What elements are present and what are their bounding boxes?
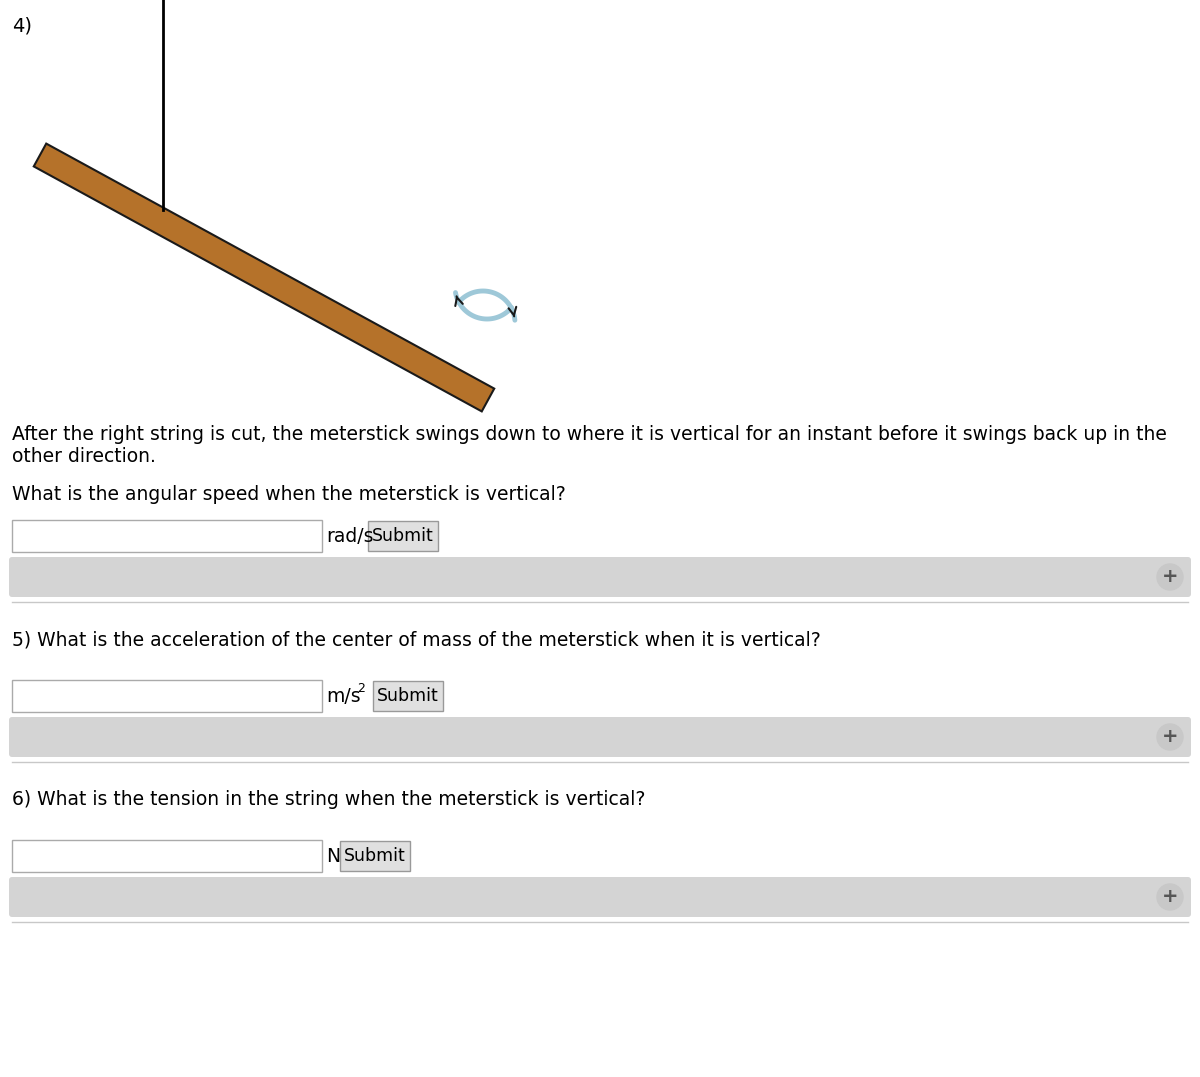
FancyBboxPatch shape xyxy=(10,877,1190,917)
Text: What is the angular speed when the meterstick is vertical?: What is the angular speed when the meter… xyxy=(12,485,565,504)
FancyBboxPatch shape xyxy=(10,717,1190,757)
Text: Submit: Submit xyxy=(377,687,439,705)
FancyBboxPatch shape xyxy=(340,841,410,871)
Text: 4): 4) xyxy=(12,16,32,34)
Circle shape xyxy=(1157,884,1183,910)
Text: 2: 2 xyxy=(358,683,365,696)
Text: m/s: m/s xyxy=(326,686,361,705)
Circle shape xyxy=(1157,564,1183,590)
Text: +: + xyxy=(1162,887,1178,907)
Text: 6) What is the tension in the string when the meterstick is vertical?: 6) What is the tension in the string whe… xyxy=(12,791,646,809)
Text: rad/s: rad/s xyxy=(326,527,373,545)
Circle shape xyxy=(1157,724,1183,750)
Text: Submit: Submit xyxy=(372,527,434,545)
FancyBboxPatch shape xyxy=(10,557,1190,597)
Text: other direction.: other direction. xyxy=(12,447,156,466)
Text: +: + xyxy=(1162,568,1178,587)
FancyBboxPatch shape xyxy=(12,840,322,872)
Text: After the right string is cut, the meterstick swings down to where it is vertica: After the right string is cut, the meter… xyxy=(12,425,1166,444)
Text: +: + xyxy=(1162,727,1178,746)
FancyBboxPatch shape xyxy=(12,520,322,553)
Text: 5) What is the acceleration of the center of mass of the meterstick when it is v: 5) What is the acceleration of the cente… xyxy=(12,630,821,649)
FancyBboxPatch shape xyxy=(373,681,443,711)
Text: Submit: Submit xyxy=(344,847,406,865)
Text: N: N xyxy=(326,847,340,866)
FancyBboxPatch shape xyxy=(12,680,322,712)
Polygon shape xyxy=(34,143,494,411)
FancyBboxPatch shape xyxy=(368,521,438,551)
